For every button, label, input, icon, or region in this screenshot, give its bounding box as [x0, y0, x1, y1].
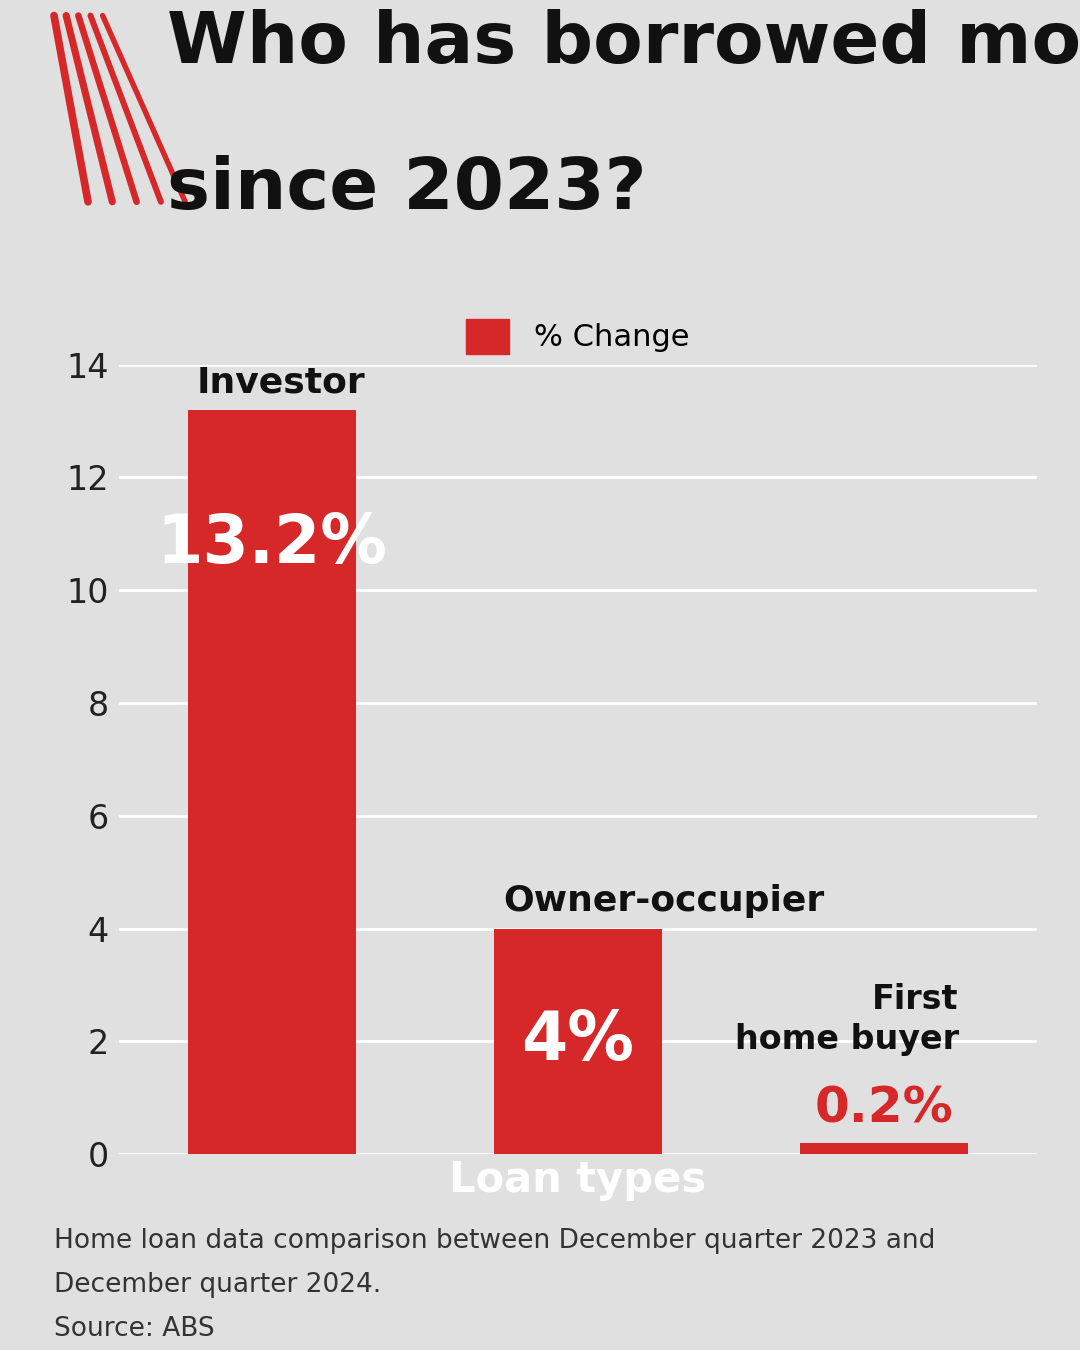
Legend: % Change: % Change: [467, 319, 689, 354]
Bar: [188, 409, 356, 1154]
Text: Who has borrowed more: Who has borrowed more: [167, 9, 1080, 78]
Text: First
home buyer: First home buyer: [734, 983, 959, 1056]
Text: Owner-occupier: Owner-occupier: [503, 884, 824, 918]
Bar: [494, 929, 662, 1154]
Text: 13.2%: 13.2%: [157, 510, 388, 576]
Text: Home loan data comparison between December quarter 2023 and: Home loan data comparison between Decemb…: [54, 1228, 935, 1254]
Text: December quarter 2024.: December quarter 2024.: [54, 1272, 381, 1297]
Text: 4%: 4%: [522, 1008, 634, 1075]
Text: Loan types: Loan types: [449, 1158, 706, 1202]
Text: Investor: Investor: [197, 366, 365, 400]
Bar: [799, 1143, 968, 1154]
Text: Source: ABS: Source: ABS: [54, 1316, 215, 1342]
Text: since 2023?: since 2023?: [167, 155, 647, 224]
Text: 0.2%: 0.2%: [814, 1085, 954, 1133]
